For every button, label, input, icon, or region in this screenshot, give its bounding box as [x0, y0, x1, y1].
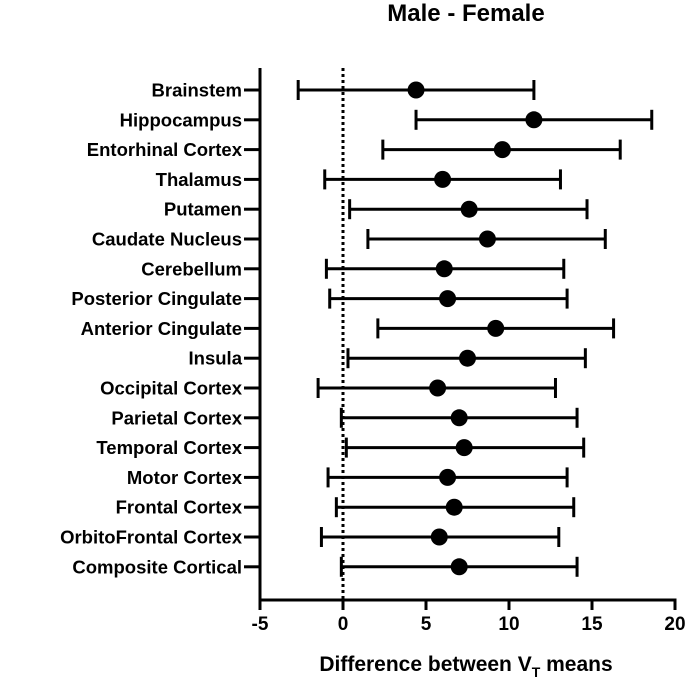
x-axis-label: Difference between VT means [319, 653, 612, 679]
category-label: Putamen [164, 199, 242, 220]
mean-point [439, 290, 457, 308]
mean-point [435, 260, 453, 278]
category-label: Temporal Cortex [96, 437, 242, 458]
category-label: OrbitoFrontal Cortex [60, 527, 243, 548]
forest-row: Motor Cortex [127, 467, 569, 488]
mean-point [493, 141, 511, 159]
mean-point [430, 528, 448, 546]
forest-row: Parietal Cortex [111, 407, 579, 428]
forest-row: Cerebellum [141, 258, 566, 279]
x-tick-label: 15 [581, 614, 603, 635]
forest-row: Anterior Cingulate [81, 318, 616, 339]
category-label: Caudate Nucleus [92, 229, 242, 250]
forest-row: OrbitoFrontal Cortex [60, 527, 561, 548]
category-label: Composite Cortical [72, 556, 242, 577]
category-label: Thalamus [156, 169, 242, 190]
forest-row: Frontal Cortex [116, 497, 576, 518]
x-tick-label: 20 [664, 614, 685, 635]
x-tick-label: -5 [252, 614, 269, 635]
mean-point [478, 230, 496, 248]
x-tick-label: 0 [338, 614, 349, 635]
category-label: Brainstem [152, 80, 242, 101]
category-label: Posterior Cingulate [71, 288, 242, 309]
forest-row: Composite Cortical [72, 556, 579, 577]
forest-row: Entorhinal Cortex [87, 139, 622, 160]
forest-row: Caudate Nucleus [92, 229, 607, 250]
mean-point [407, 81, 425, 99]
mean-point [429, 379, 447, 397]
forest-row: Insula [189, 348, 587, 369]
mean-point [445, 498, 463, 516]
chart-title: Male - Female [387, 0, 544, 27]
mean-point [525, 111, 543, 129]
plot-rows: Brainstem Hippocampus Entorhinal Cortex Tha… [60, 68, 654, 600]
forest-row: Occipital Cortex [100, 378, 557, 399]
forest-row: Posterior Cingulate [71, 288, 569, 309]
x-tick-label: 10 [498, 614, 519, 635]
forest-row: Hippocampus [120, 109, 654, 130]
category-label: Occipital Cortex [100, 378, 243, 399]
forest-row: Brainstem [152, 80, 536, 101]
mean-point [487, 319, 505, 337]
mean-point [455, 439, 473, 457]
mean-point [450, 409, 468, 427]
category-label: Hippocampus [120, 109, 242, 130]
mean-point [439, 468, 457, 486]
axes: -5 0 5 10 15 20 [252, 68, 685, 635]
category-label: Cerebellum [141, 258, 242, 279]
x-tick-label: 5 [421, 614, 432, 635]
category-label: Anterior Cingulate [81, 318, 242, 339]
category-label: Insula [189, 348, 243, 369]
mean-point [460, 200, 478, 218]
mean-point [459, 349, 476, 367]
category-label: Frontal Cortex [116, 497, 243, 518]
category-label: Motor Cortex [127, 467, 243, 488]
mean-point [450, 558, 468, 576]
mean-point [434, 170, 452, 188]
category-label: Parietal Cortex [111, 407, 242, 428]
category-label: Entorhinal Cortex [87, 139, 243, 160]
forest-row: Thalamus [156, 169, 562, 190]
forest-row: Putamen [164, 199, 589, 220]
x-axis-label-suffix: means [540, 653, 612, 676]
forest-row: Temporal Cortex [96, 437, 586, 458]
x-axis-label-subscript: T [532, 664, 541, 679]
x-axis-label-main: Difference between V [319, 653, 531, 676]
